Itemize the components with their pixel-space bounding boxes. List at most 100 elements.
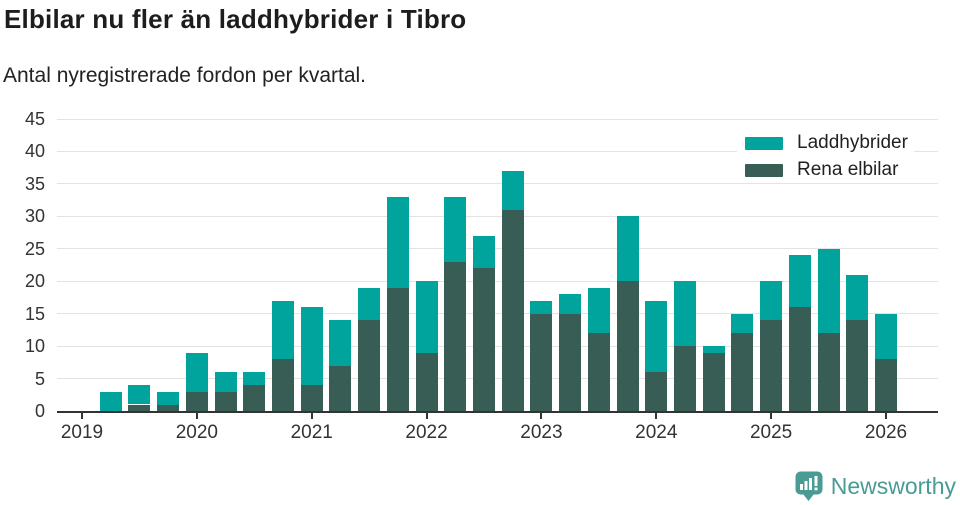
bar-segment-laddhybrider — [386, 196, 409, 288]
legend-item-laddhybrider: Laddhybrider — [745, 132, 908, 154]
x-axis-tick — [655, 413, 658, 419]
gridline — [57, 378, 938, 380]
x-axis-label: 2022 — [405, 422, 448, 443]
bar-segment-laddhybrider — [415, 281, 438, 353]
newsworthy-logo-icon — [795, 471, 823, 501]
bar-segment-rena-elbilar — [157, 404, 180, 411]
gridline — [57, 280, 938, 282]
x-axis-label: 2026 — [864, 422, 908, 443]
bar-segment-laddhybrider — [874, 313, 897, 360]
x-axis-tick — [195, 413, 198, 419]
chart-legend: Laddhybrider Rena elbilar — [737, 130, 914, 183]
gridline — [57, 215, 938, 217]
bar-segment-laddhybrider — [702, 346, 725, 353]
x-axis-label: 2020 — [175, 422, 218, 443]
y-axis-label: 20 — [24, 271, 45, 292]
bar-segment-laddhybrider — [760, 281, 783, 321]
bar-segment-laddhybrider — [559, 294, 582, 314]
bar-segment-laddhybrider — [501, 170, 524, 210]
y-axis-label: 5 — [34, 368, 45, 389]
x-axis-label: 2021 — [290, 422, 333, 443]
y-axis-label: 0 — [34, 401, 45, 421]
gridline — [57, 345, 938, 347]
bar-segment-rena-elbilar — [530, 313, 553, 411]
x-axis-label: 2019 — [60, 422, 104, 443]
bar-segment-rena-elbilar — [271, 359, 294, 411]
bar-segment-laddhybrider — [530, 300, 553, 314]
x-axis-tick — [540, 413, 543, 419]
bar-segment-rena-elbilar — [329, 365, 352, 411]
y-axis-label: 45 — [24, 109, 45, 129]
legend-swatch-laddhybrider — [745, 136, 783, 150]
x-axis-tick — [81, 413, 83, 419]
bar-segment-laddhybrider — [214, 372, 237, 392]
x-axis-label: 2023 — [520, 422, 563, 443]
bar-segment-laddhybrider — [645, 300, 668, 373]
bar-segment-laddhybrider — [358, 287, 381, 321]
bar-segment-laddhybrider — [99, 391, 122, 411]
bar-segment-rena-elbilar — [788, 307, 811, 411]
bar-segment-rena-elbilar — [386, 287, 409, 411]
bar-segment-rena-elbilar — [415, 352, 438, 411]
bar-segment-rena-elbilar — [760, 320, 783, 411]
x-axis-tick — [310, 413, 313, 419]
bar-segment-rena-elbilar — [616, 281, 639, 411]
x-axis-label: 2025 — [749, 422, 793, 443]
bar-segment-laddhybrider — [472, 235, 495, 269]
bar-segment-rena-elbilar — [673, 346, 696, 411]
bar-segment-rena-elbilar — [587, 333, 610, 411]
gridline — [57, 183, 938, 185]
y-axis-label: 35 — [24, 173, 45, 194]
bar-segment-rena-elbilar — [128, 404, 151, 411]
bar-segment-rena-elbilar — [444, 261, 467, 411]
bar-segment-rena-elbilar — [559, 313, 582, 411]
gridline — [57, 150, 938, 152]
bar-segment-rena-elbilar — [817, 333, 840, 411]
legend-label-laddhybrider: Laddhybrider — [797, 132, 908, 153]
y-axis-label: 30 — [24, 206, 45, 227]
bar-segment-laddhybrider — [444, 196, 467, 262]
x-axis-line — [57, 411, 938, 413]
y-axis-label: 40 — [24, 141, 45, 162]
legend-item-rena-elbilar: Rena elbilar — [745, 159, 908, 181]
bar-segment-laddhybrider — [731, 313, 754, 334]
x-axis-tick — [770, 413, 773, 419]
bar-segment-laddhybrider — [185, 352, 208, 392]
legend-swatch-rena-elbilar — [745, 163, 783, 177]
bar-segment-rena-elbilar — [874, 359, 897, 411]
bar-segment-laddhybrider — [587, 287, 610, 334]
brand-name: Newsworthy — [830, 473, 956, 499]
bar-segment-laddhybrider — [243, 372, 266, 386]
bar-segment-rena-elbilar — [731, 333, 754, 411]
bar-segment-laddhybrider — [817, 248, 840, 334]
gridline — [57, 313, 938, 315]
bar-segment-rena-elbilar — [702, 352, 725, 411]
bar-segment-laddhybrider — [128, 385, 151, 405]
y-axis-label: 10 — [24, 336, 45, 357]
bar-segment-laddhybrider — [271, 300, 294, 360]
gridline — [57, 248, 938, 250]
bar-segment-rena-elbilar — [300, 385, 323, 411]
bar-segment-rena-elbilar — [185, 391, 208, 411]
y-axis-label: 15 — [24, 303, 45, 324]
bar-segment-rena-elbilar — [243, 385, 266, 411]
bar-segment-laddhybrider — [157, 391, 180, 405]
bar-segment-rena-elbilar — [645, 372, 668, 411]
x-axis-tick — [884, 413, 887, 419]
bar-segment-laddhybrider — [616, 216, 639, 282]
legend-label-rena-elbilar: Rena elbilar — [797, 159, 899, 180]
chart-title: Elbilar nu fler än laddhybrider i Tibro — [4, 4, 467, 34]
x-axis-tick — [425, 413, 428, 419]
brand-footer[interactable]: Newsworthy — [795, 471, 956, 502]
bar-segment-laddhybrider — [846, 274, 869, 321]
x-axis-label: 2024 — [635, 422, 678, 443]
bar-segment-rena-elbilar — [846, 320, 869, 411]
gridline — [57, 118, 938, 120]
bar-segment-laddhybrider — [673, 281, 696, 347]
bar-segment-rena-elbilar — [501, 209, 524, 411]
bar-segment-laddhybrider — [300, 307, 323, 386]
bar-segment-laddhybrider — [788, 255, 811, 308]
bar-segment-rena-elbilar — [472, 268, 495, 411]
